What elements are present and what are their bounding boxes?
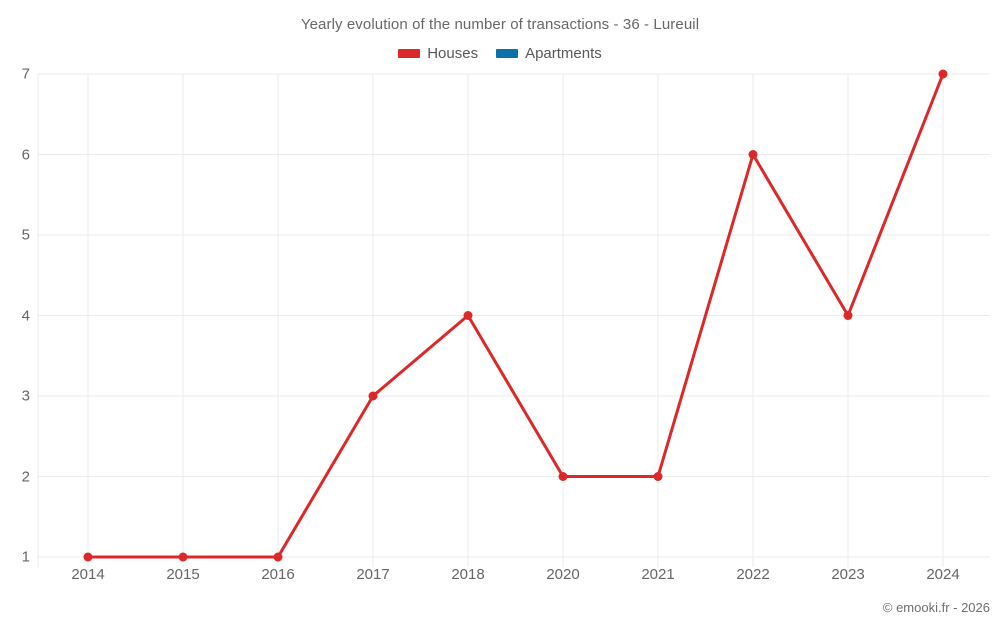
data-point[interactable] [558, 472, 568, 481]
x-tick-label: 2014 [71, 566, 105, 583]
legend-item-apartments[interactable]: Apartments [496, 45, 602, 62]
legend-label-apartments: Apartments [525, 45, 602, 62]
data-point[interactable] [83, 552, 93, 562]
chart-legend: Houses Apartments [0, 45, 1000, 62]
x-tick-label: 2017 [356, 566, 390, 583]
legend-swatch-houses [398, 49, 421, 58]
x-tick-label: 2018 [451, 566, 485, 583]
chart-title: Yearly evolution of the number of transa… [300, 16, 700, 33]
data-point[interactable] [463, 311, 473, 320]
y-tick-label: 7 [21, 65, 30, 83]
copyright-credit: © emooki.fr - 2026 [882, 600, 990, 615]
series-lines [86, 72, 945, 559]
x-tick-label: 2015 [166, 566, 200, 583]
y-tick-label: 1 [21, 548, 30, 566]
legend-item-houses[interactable]: Houses [398, 45, 478, 62]
data-point[interactable] [843, 311, 853, 320]
y-tick-label: 4 [21, 307, 30, 324]
series-markers [83, 69, 948, 562]
data-point[interactable] [273, 552, 283, 562]
grid-lines [37, 73, 990, 567]
y-tick-label: 2 [21, 468, 30, 485]
x-tick-label: 2024 [926, 566, 960, 583]
x-tick-label: 2022 [736, 566, 770, 583]
data-point[interactable] [748, 150, 758, 159]
y-tick-label: 5 [21, 226, 30, 244]
y-tick-label: 6 [21, 146, 30, 163]
y-tick-label: 3 [21, 387, 30, 405]
x-tick-label: 2020 [546, 566, 580, 583]
legend-swatch-apartments [496, 49, 519, 58]
data-point[interactable] [368, 391, 378, 401]
legend-label-houses: Houses [427, 45, 479, 62]
x-tick-label: 2023 [831, 566, 865, 583]
data-point[interactable] [653, 472, 663, 481]
data-point[interactable] [938, 69, 948, 79]
series-line-houses [86, 72, 945, 559]
data-point[interactable] [178, 552, 188, 562]
x-tick-label: 2016 [261, 566, 295, 583]
x-tick-label: 2021 [641, 566, 675, 583]
